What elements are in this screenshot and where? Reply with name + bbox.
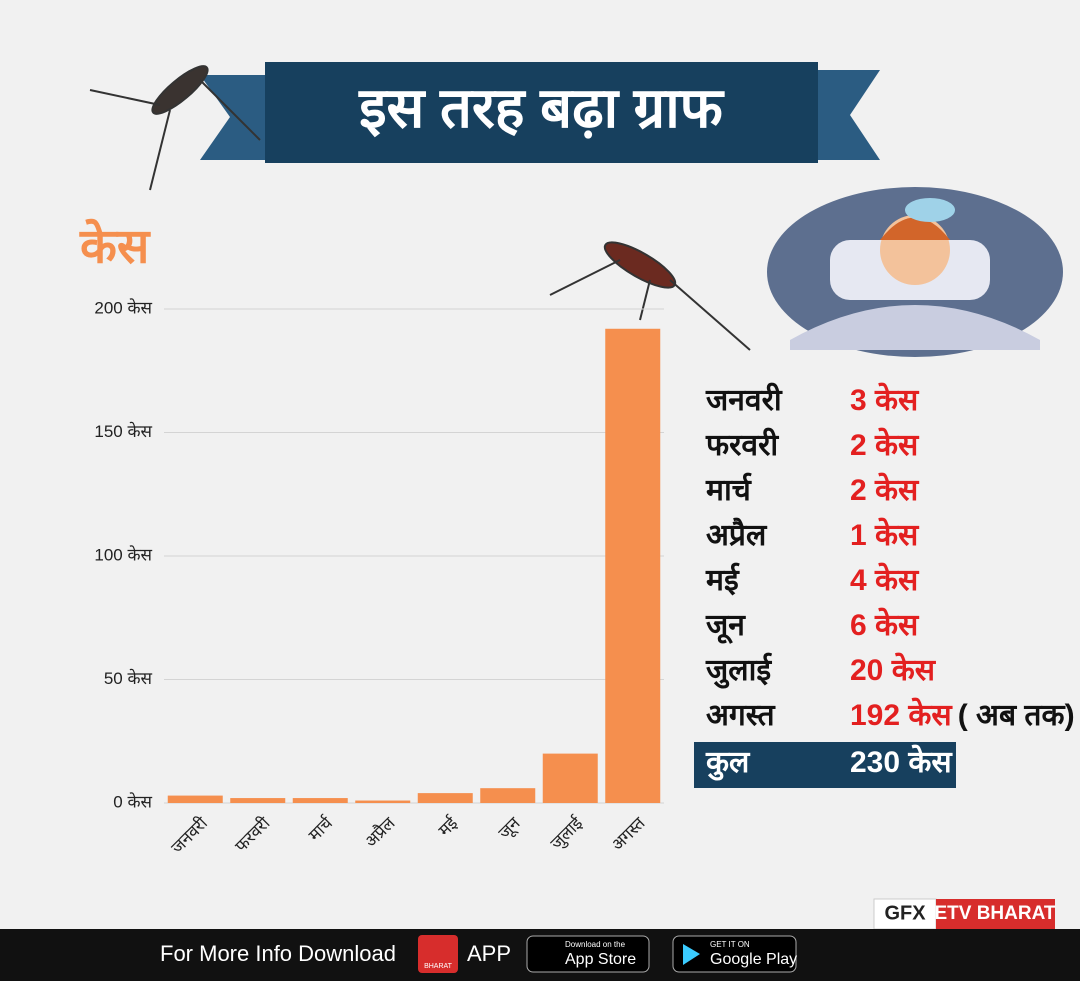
- total-box: [694, 742, 956, 788]
- play-text: Google Play: [710, 951, 797, 968]
- table-count: 1 केस: [850, 517, 920, 552]
- bar: [230, 798, 286, 803]
- table-count: 2 केस: [850, 427, 920, 462]
- title-banner: [265, 62, 818, 163]
- table-month: फरवरी: [705, 427, 779, 462]
- appstore-small: Download on the: [565, 940, 626, 949]
- gfx-label: GFX: [884, 902, 926, 924]
- total-label: कुल: [705, 746, 751, 781]
- table-count: 2 केस: [850, 472, 920, 507]
- bar: [480, 788, 536, 803]
- y-tick-label: 0 केस: [113, 791, 152, 811]
- bar: [292, 798, 348, 803]
- table-count: 6 केस: [850, 607, 920, 642]
- table-count: 192 केस: [850, 697, 953, 732]
- bar: [167, 795, 223, 803]
- table-note: ( अब तक): [958, 699, 1075, 732]
- table-month: जनवरी: [705, 382, 783, 417]
- table-month: जून: [705, 609, 746, 644]
- gfx-box: [873, 898, 937, 930]
- appstore-badge[interactable]: [526, 935, 650, 973]
- ribbon-right: [800, 70, 880, 160]
- appstore-text: App Store: [565, 951, 636, 968]
- etv-logo: [418, 935, 458, 973]
- y-tick-label: 50 केस: [104, 668, 153, 688]
- bar: [355, 800, 411, 803]
- table-count: 20 केस: [850, 652, 937, 687]
- table-month: मई: [705, 562, 740, 597]
- total-value: 230 केस: [850, 744, 953, 779]
- chart-title: इस तरह बढ़ा ग्राफ: [358, 76, 725, 139]
- table-month: अगस्त: [706, 699, 776, 732]
- y-tick-label: 200 केस: [94, 297, 152, 317]
- table-month: जुलाई: [705, 652, 772, 689]
- table-month: अप्रैल: [706, 517, 768, 552]
- play-badge[interactable]: [672, 935, 797, 973]
- brand-label: ETV BHARAT: [934, 903, 1055, 924]
- etv-logo-text: BHARAT: [424, 963, 453, 970]
- y-axis-title: केस: [79, 219, 151, 274]
- bar: [417, 793, 473, 803]
- play-icon: [683, 944, 700, 965]
- table-count: 3 केस: [850, 382, 920, 417]
- bar: [605, 328, 661, 803]
- sick-person-illustration: [767, 187, 1063, 357]
- y-tick-label: 150 केस: [94, 421, 152, 441]
- bar: [542, 753, 598, 803]
- table-month: मार्च: [705, 472, 752, 507]
- y-tick-label: 100 केस: [94, 544, 152, 564]
- play-small: GET IT ON: [710, 940, 750, 949]
- table-count: 4 केस: [850, 562, 920, 597]
- footer-app: APP: [467, 941, 511, 966]
- mosquito: [89, 65, 751, 351]
- footer-text: For More Info Download: [160, 941, 396, 966]
- brand-box: [936, 899, 1055, 929]
